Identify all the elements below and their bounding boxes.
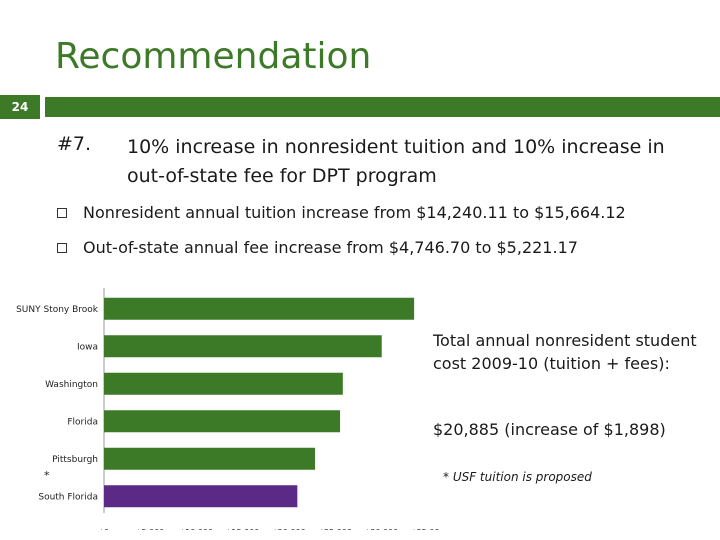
bullet-text: Nonresident annual tuition increase from… <box>83 203 626 222</box>
slide-title: Recommendation <box>55 36 372 77</box>
bullet-item: Out-of-state annual fee increase from $4… <box>57 238 578 257</box>
x-tick-label: $5,000 <box>136 528 164 530</box>
south-florida-asterisk: * <box>44 469 50 482</box>
category-label: Washington <box>45 380 98 390</box>
x-tick-label: $0 <box>99 528 109 530</box>
bar-suny-stony-brook <box>104 297 415 320</box>
tuition-bar-chart: SUNY Stony Brook Iowa Washington Florida Pit… <box>16 288 440 530</box>
recommendation-number: #7. <box>57 133 92 155</box>
x-tick-label: $30,000 <box>365 528 398 530</box>
usf-footnote: * USF tuition is proposed <box>443 470 592 484</box>
bar-pittsburgh <box>104 447 316 470</box>
bar-florida <box>104 410 341 433</box>
category-label: Florida <box>67 417 98 427</box>
x-tick-label: $10,000 <box>180 528 213 530</box>
bullet-text: Out-of-state annual fee increase from $4… <box>83 238 578 257</box>
bullet-item: Nonresident annual tuition increase from… <box>57 203 626 222</box>
x-tick-label: $35,000 <box>411 528 440 530</box>
recommendation-heading: 10% increase in nonresident tuition and … <box>127 136 665 187</box>
category-label: SUNY Stony Brook <box>16 305 99 315</box>
total-cost-label: Total annual nonresident student cost 20… <box>433 331 697 373</box>
title-rule <box>45 97 720 117</box>
bullet-box-icon <box>57 242 67 253</box>
category-label: South Florida <box>38 492 98 502</box>
bar-iowa <box>104 335 382 358</box>
bar-south-florida <box>104 485 298 508</box>
x-tick-label: $15,000 <box>226 528 259 530</box>
x-tick-label: $25,000 <box>319 528 352 530</box>
total-cost-value: $20,885 (increase of $1,898) <box>433 420 666 439</box>
category-label: Pittsburgh <box>52 455 98 465</box>
bar-washington <box>104 372 343 395</box>
slide-number: 24 <box>0 95 40 119</box>
bullet-box-icon <box>57 207 67 218</box>
x-tick-label: $20,000 <box>273 528 306 530</box>
category-label: Iowa <box>77 342 98 352</box>
